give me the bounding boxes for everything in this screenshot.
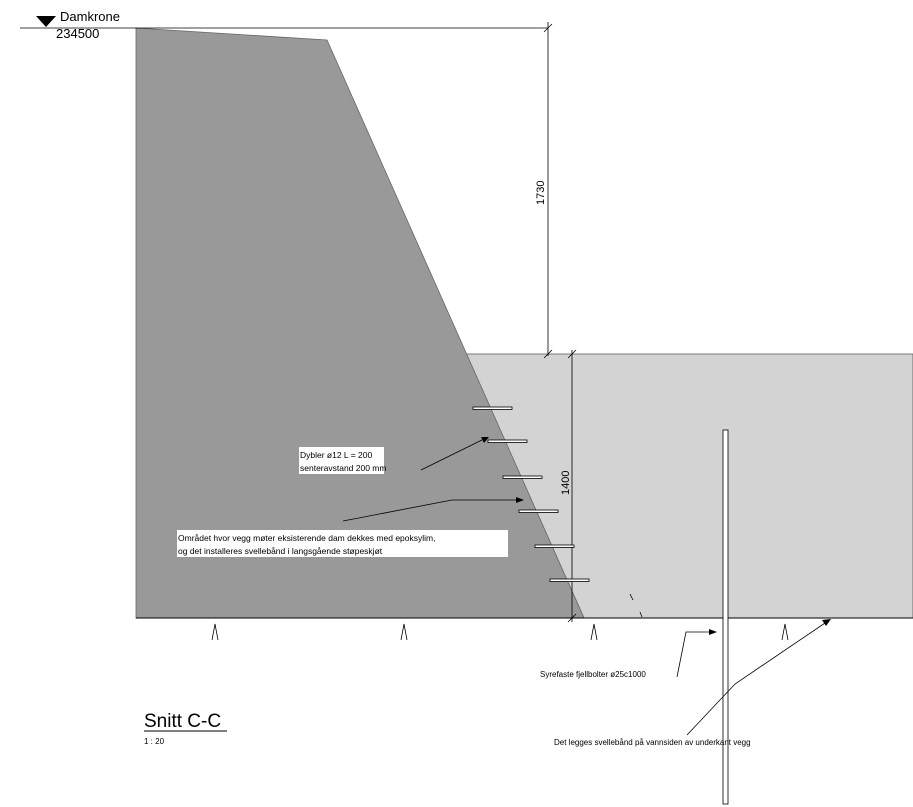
dowel-note-bg (299, 447, 384, 474)
epoxy-note-line1: Området hvor vegg møter eksisterende dam… (178, 533, 435, 543)
level-elevation: 234500 (56, 26, 99, 41)
swelling-tape-note: Det legges svellebånd på vannsiden av un… (554, 738, 751, 747)
epoxy-leader-arrow (516, 497, 524, 503)
dimension-1400-label: 1400 (560, 471, 572, 495)
swelling-tape-leader (686, 620, 829, 736)
dowel-note-line2: senteravstand 200 mm (300, 463, 386, 473)
level-name: Damkrone (60, 9, 120, 24)
dimension-1730 (543, 22, 553, 359)
dimension-1730-label: 1730 (535, 181, 547, 205)
dowel-note-line1: Dybler ø12 L = 200 (300, 450, 372, 460)
epoxy-leader (342, 499, 521, 522)
hidden-line-marks (629, 593, 643, 618)
existing-dam-body (135, 27, 585, 619)
swelling-tape-leader-arrow (822, 619, 831, 626)
rock-bolt (722, 429, 729, 805)
dowel-leader (420, 437, 487, 471)
dowel-bars (472, 406, 590, 582)
section-scale: 1 : 20 (144, 737, 165, 746)
rock-bolt-note: Syrefaste fjellbolter ø25c1000 (540, 670, 646, 679)
dowel-leader-arrow (481, 437, 489, 443)
level-marker-icon (36, 16, 56, 27)
rock-bolt-leader-arrow (709, 629, 717, 635)
epoxy-note-line2: og det installeres svellebånd i langsgåe… (178, 546, 383, 556)
rock-bolt-leader (676, 631, 714, 678)
epoxy-note-bg (177, 530, 508, 557)
section-title: Snitt C-C (144, 711, 221, 732)
dimension-1400 (567, 349, 577, 623)
break-symbols (211, 623, 789, 641)
